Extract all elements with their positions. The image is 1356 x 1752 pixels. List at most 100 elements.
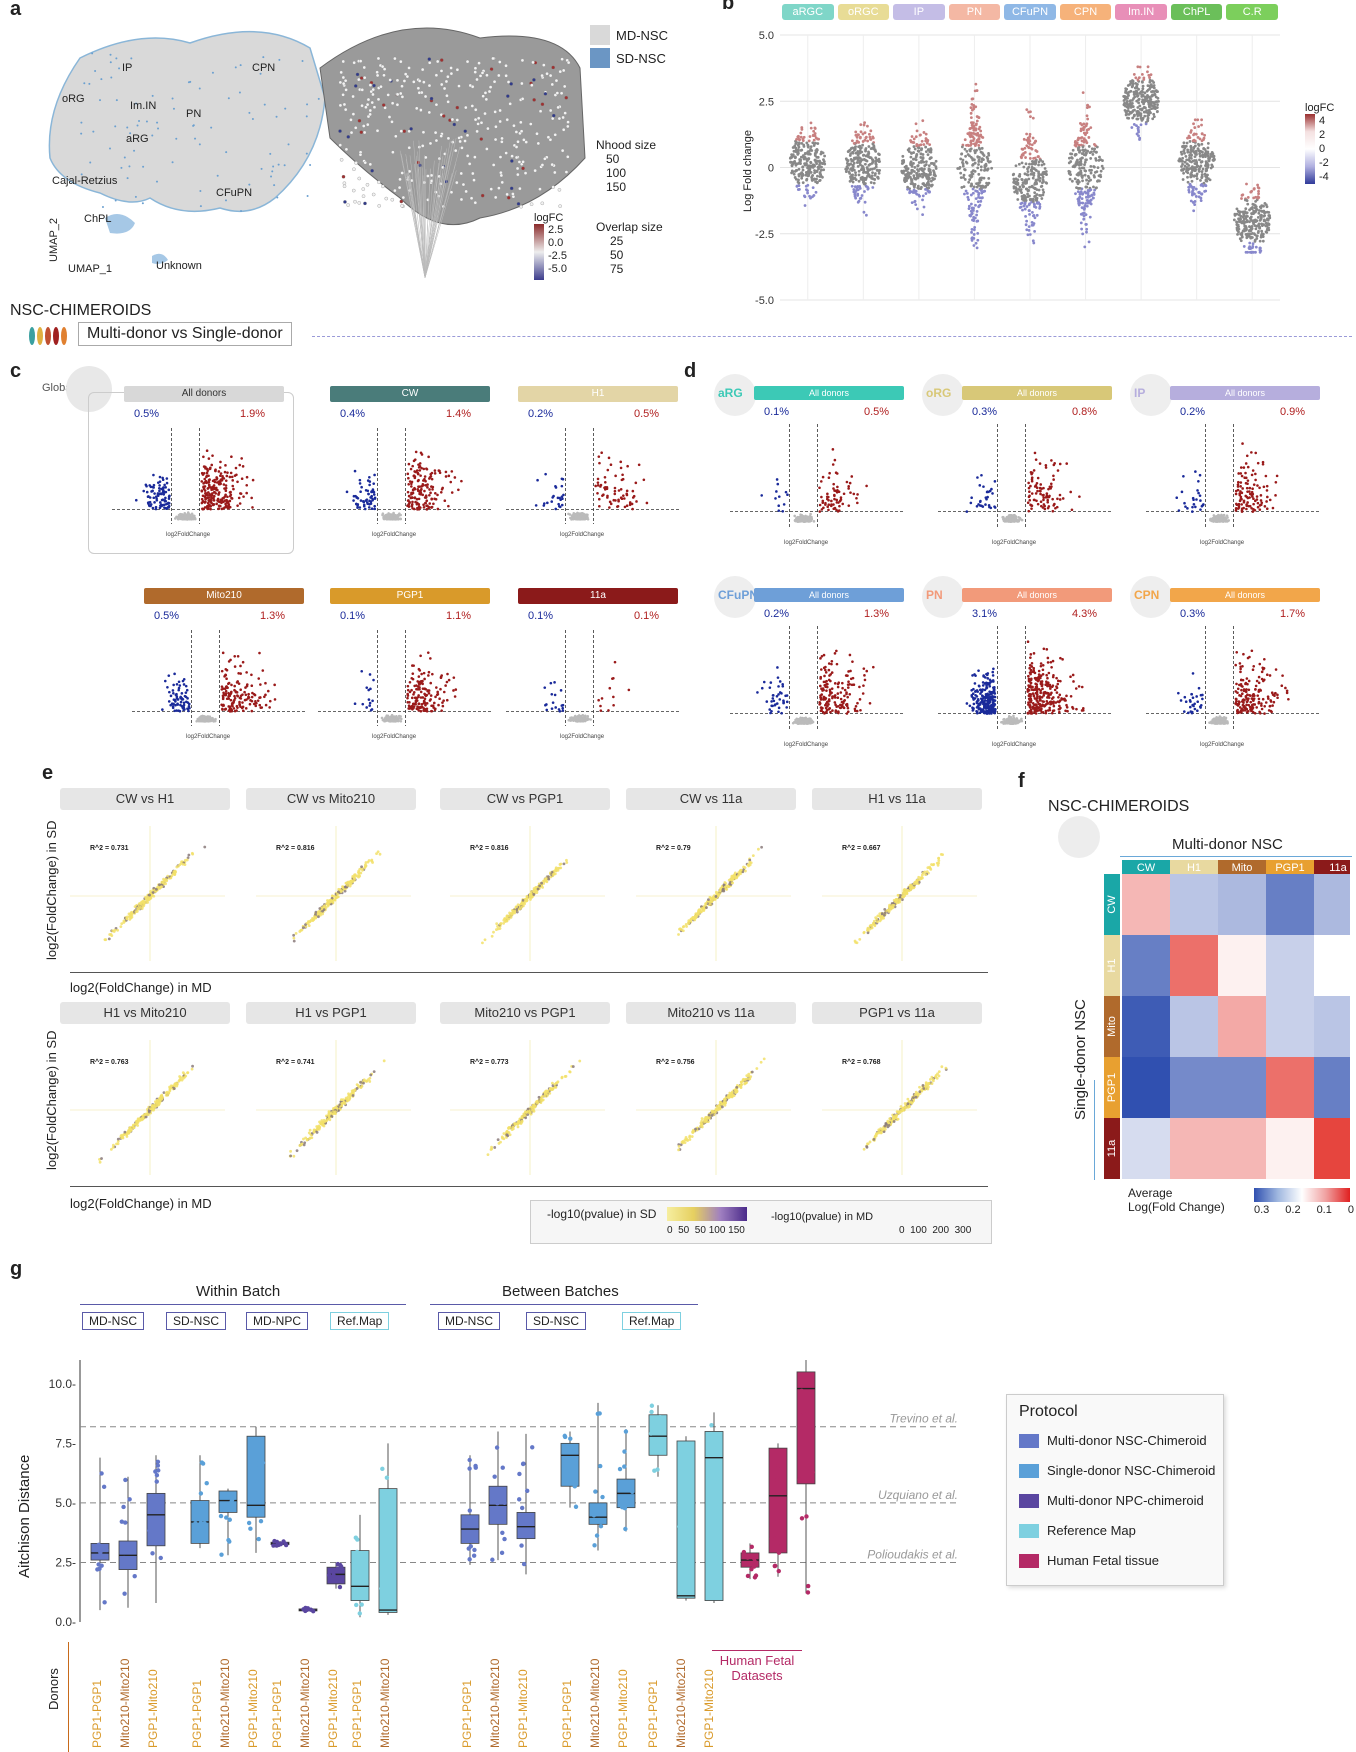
volcano-up-point: [245, 475, 249, 479]
nhood-dot: [360, 88, 364, 92]
volcano-down-point: [179, 703, 182, 707]
volcano-ns-point: [382, 517, 386, 521]
nhood-dot: [341, 59, 346, 64]
violin-point-Im.IN: [1135, 89, 1138, 93]
violin-point-oRGC: [871, 136, 875, 140]
violin-point-oRGC: [862, 171, 865, 174]
volcano-c-header-0: All donors: [124, 386, 284, 402]
volcano-down-point: [167, 495, 171, 499]
violin-point-ChPL: [1203, 133, 1207, 137]
sd-cell-dot: [276, 196, 279, 199]
violin-point-ChPL: [1188, 183, 1192, 187]
violin-point-PN: [970, 230, 973, 234]
volcano-ns-point: [393, 516, 396, 520]
violin-point-C.R: [1261, 239, 1265, 243]
violin-point-C.R: [1250, 212, 1253, 215]
volcano-up-point: [257, 677, 261, 680]
violin-point-Im.IN: [1155, 106, 1159, 109]
violin-point-CPN: [1085, 128, 1089, 132]
volcano-up-point: [619, 487, 623, 491]
violin-point-aRGC: [796, 148, 800, 152]
volcano-down-point: [370, 490, 373, 493]
volcano-up-point: [217, 493, 220, 496]
violin-point-ChPL: [1188, 140, 1192, 143]
violin-point-aRGC: [801, 168, 805, 172]
volcano-up-point: [228, 475, 232, 479]
violin-point-PN: [960, 152, 963, 156]
violin-point-C.R: [1263, 214, 1267, 218]
violin-point-PN: [972, 228, 976, 232]
violin-point-CFuPN: [1033, 141, 1036, 145]
violin-point-PN: [965, 144, 968, 147]
sd-cell-dot: [130, 57, 133, 60]
volcano-down-point: [178, 684, 182, 687]
volcano-up-point: [416, 488, 420, 491]
nhood-dot: [422, 80, 426, 84]
sd-cell-dot: [198, 143, 201, 146]
violin-point-CPN: [1074, 192, 1077, 196]
violin-point-CPN: [1089, 178, 1092, 182]
nhood-dot: [505, 192, 509, 197]
sd-cell-dot: [135, 102, 138, 105]
violin-point-oRGC: [857, 173, 861, 177]
violin-point-Im.IN: [1130, 98, 1134, 102]
volcano-up-point: [596, 477, 600, 481]
violin-point-C.R: [1254, 245, 1258, 249]
violin-point-CPN: [1083, 190, 1087, 194]
violin-point-CPN: [1098, 155, 1101, 159]
violin-point-aRGC: [807, 139, 811, 143]
violin-point-PN: [975, 209, 979, 213]
nhood-dot: [491, 163, 496, 167]
violin-point-PN: [969, 193, 973, 197]
volcano-up-point: [439, 490, 443, 494]
violin-point-CPN: [1083, 204, 1087, 208]
global-icon: [66, 366, 112, 412]
violin-point-CPN: [1095, 150, 1098, 154]
violin-point-oRGC: [858, 197, 862, 200]
violin-point-C.R: [1264, 203, 1268, 207]
violin-point-PN: [976, 200, 980, 204]
sd-cell-dot: [224, 199, 227, 202]
violin-point-CFuPN: [1024, 223, 1028, 227]
volcano-c-up-1: 1.4%: [446, 408, 472, 420]
overlap-edge: [424, 162, 440, 279]
sd-cell-dot: [109, 61, 112, 64]
volcano-down-point: [187, 704, 191, 708]
violin-point-CPN: [1076, 138, 1080, 142]
volcano-up-point: [410, 504, 414, 508]
violin-point-CPN: [1088, 105, 1091, 109]
violin-point-CPN: [1082, 138, 1086, 142]
volcano-down-point: [153, 501, 156, 504]
violin-point-IP: [910, 201, 914, 205]
volcano-up-point: [423, 477, 426, 481]
nhood-dot: [524, 140, 528, 144]
violin-point-oRGC: [867, 163, 871, 167]
violin-point-aRGC: [801, 165, 805, 169]
volcano-up-point: [211, 485, 215, 489]
violin-point-CFuPN: [1014, 187, 1018, 191]
violin-point-aRGC: [800, 171, 804, 174]
violin-point-ChPL: [1201, 167, 1205, 171]
violin-point-aRGC: [796, 151, 800, 155]
volcano-plot-c0: [112, 428, 286, 524]
violin-point-Im.IN: [1147, 95, 1151, 99]
volcano-up-point: [598, 461, 601, 465]
volcano-down-point: [166, 505, 170, 509]
volcano-up-point: [235, 473, 238, 477]
violin-point-C.R: [1266, 217, 1269, 221]
volcano-up-point: [221, 651, 225, 655]
violin-point-ChPL: [1194, 195, 1198, 198]
nhood-dot: [493, 195, 498, 200]
violin-point-IP: [912, 176, 916, 180]
volcano-up-point: [426, 483, 429, 486]
volcano-down-point: [365, 686, 369, 689]
volcano-down-point: [536, 478, 539, 482]
violin-point-ChPL: [1188, 159, 1192, 163]
violin-point-CFuPN: [1020, 156, 1023, 160]
sd-cell-dot: [155, 180, 158, 183]
violin-point-Im.IN: [1129, 89, 1133, 93]
violin-point-IP: [905, 176, 909, 180]
violin-point-CPN: [1082, 128, 1085, 132]
nhood-dot: [511, 192, 515, 196]
sd-cell-dot: [270, 175, 273, 178]
